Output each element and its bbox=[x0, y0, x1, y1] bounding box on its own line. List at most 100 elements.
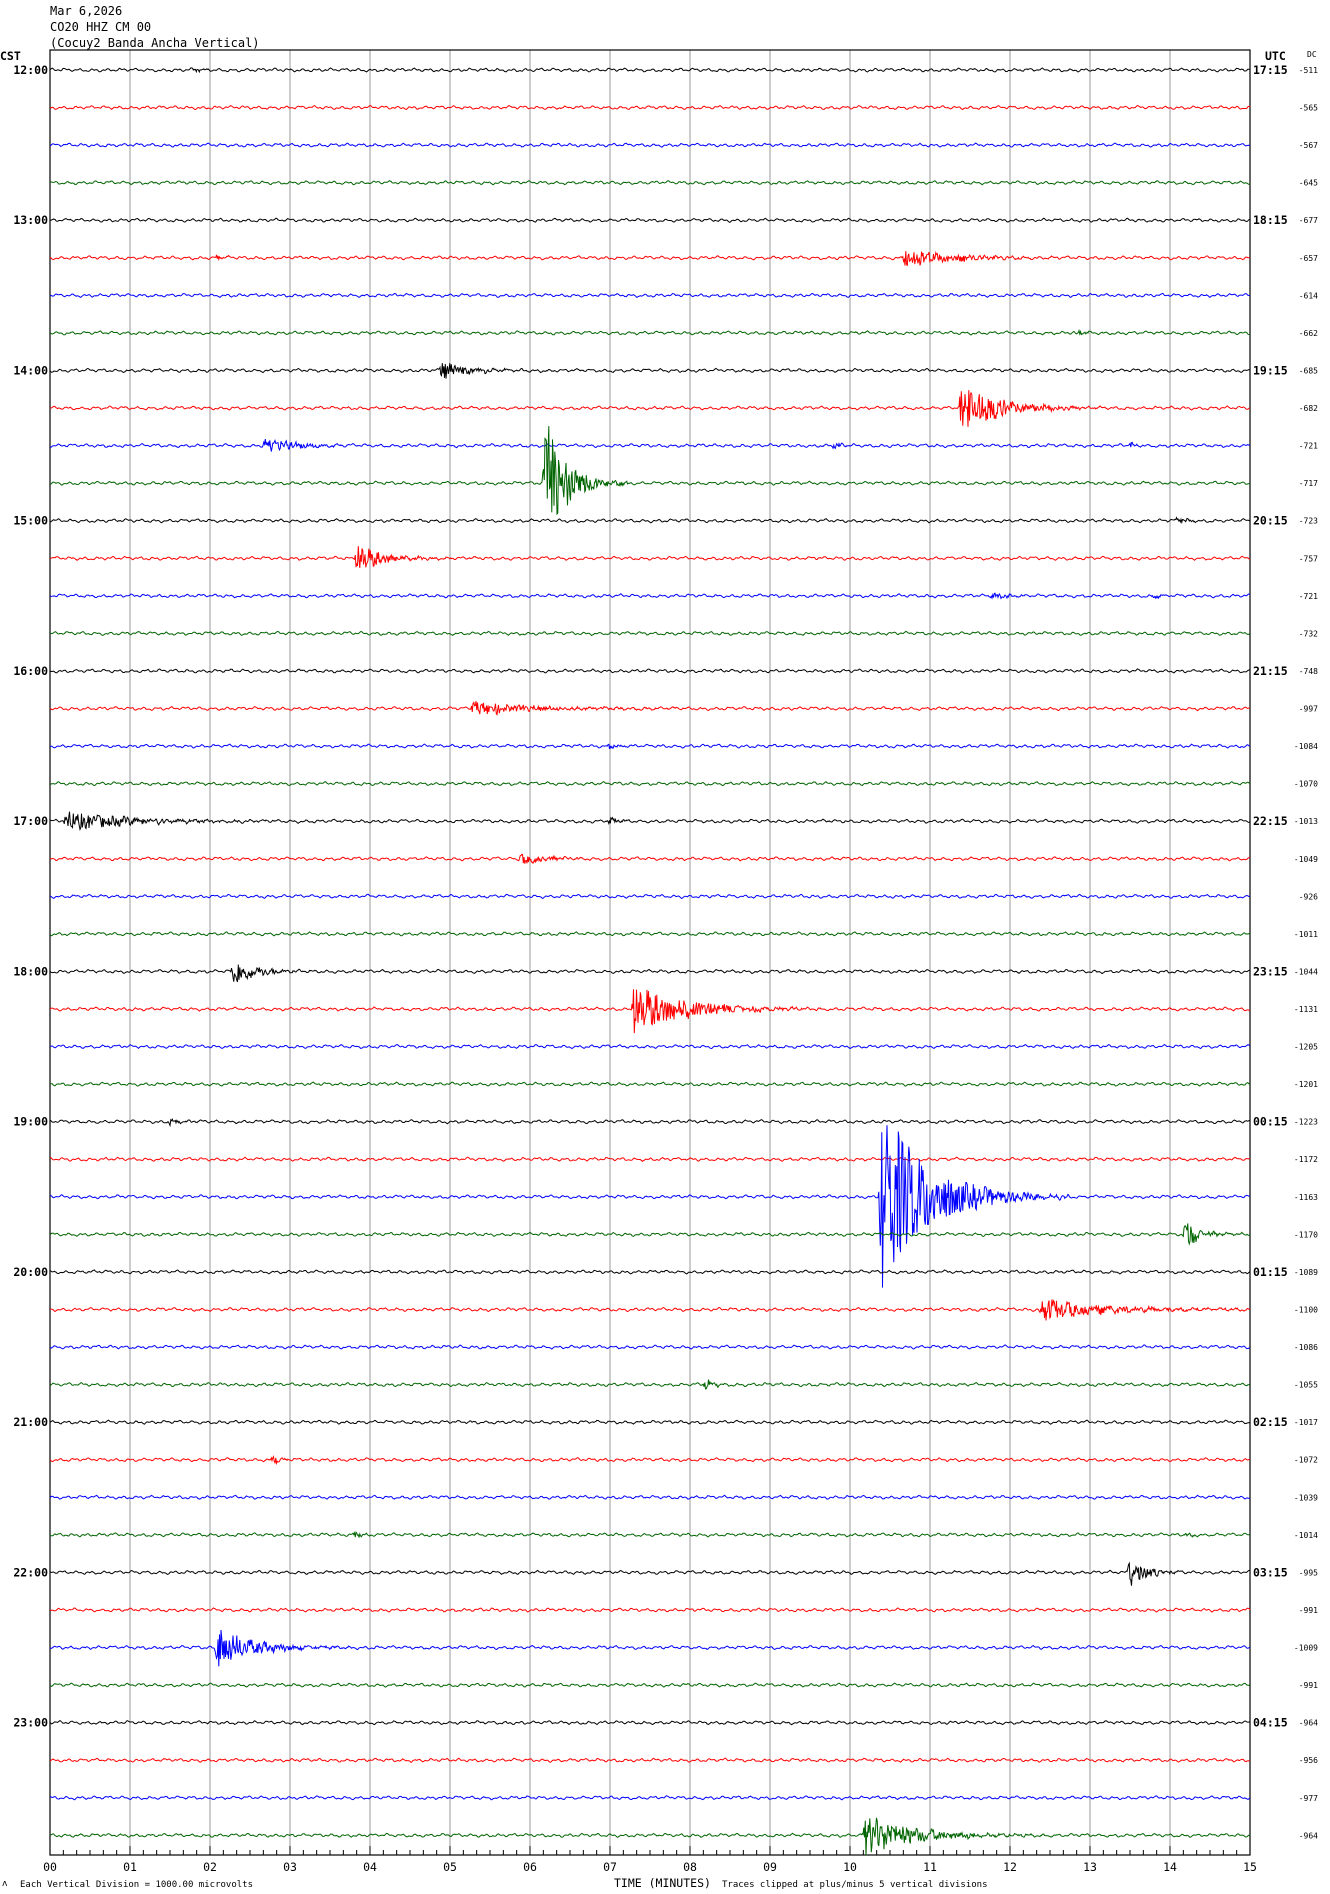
x-tick-label: 03 bbox=[283, 1860, 297, 1874]
x-tick-label: 10 bbox=[843, 1860, 857, 1874]
trace-line bbox=[49, 1629, 1251, 1667]
right-hour-label: 02:15 bbox=[1253, 1415, 1288, 1429]
dc-offset-label: -1172 bbox=[1294, 1155, 1318, 1164]
dc-offset-label: -1223 bbox=[1294, 1118, 1318, 1127]
x-tick-label: 05 bbox=[443, 1860, 457, 1874]
x-tick-label: 09 bbox=[763, 1860, 777, 1874]
dc-offset-label: -685 bbox=[1299, 366, 1318, 375]
trace-line bbox=[49, 853, 1250, 865]
dc-offset-label: -956 bbox=[1299, 1756, 1318, 1765]
dc-offset-label: -677 bbox=[1299, 216, 1318, 225]
trace-line bbox=[50, 390, 1251, 427]
dc-offset-label: -977 bbox=[1299, 1794, 1318, 1803]
trace-line bbox=[49, 1720, 1251, 1726]
dc-offset-label: -1039 bbox=[1294, 1493, 1318, 1502]
left-hour-label: 14:00 bbox=[13, 363, 48, 377]
trace-line bbox=[49, 931, 1251, 937]
left-hour-label: 15:00 bbox=[13, 514, 48, 528]
dc-offset-label: -567 bbox=[1299, 141, 1318, 150]
dc-column-label: DC bbox=[1307, 50, 1317, 59]
trace-line bbox=[49, 1682, 1251, 1688]
right-hour-label: 03:15 bbox=[1253, 1565, 1288, 1579]
dc-offset-label: -748 bbox=[1299, 667, 1318, 676]
trace-line bbox=[49, 1607, 1251, 1613]
dc-offset-label: -991 bbox=[1299, 1606, 1318, 1615]
trace-line bbox=[49, 1494, 1251, 1500]
right-hour-label: 19:15 bbox=[1253, 363, 1288, 377]
x-tick-label: 12 bbox=[1003, 1860, 1017, 1874]
right-hour-label: 00:15 bbox=[1253, 1115, 1288, 1129]
left-hour-label: 19:00 bbox=[13, 1115, 48, 1129]
dc-offset-label: -964 bbox=[1299, 1719, 1318, 1728]
trace-line bbox=[49, 1379, 1251, 1390]
left-hour-label: 16:00 bbox=[13, 664, 48, 678]
header-location: (Cocuy2 Banda Ancha Vertical) bbox=[50, 36, 260, 50]
trace-line bbox=[49, 1223, 1251, 1246]
dc-offset-label: -1086 bbox=[1294, 1343, 1318, 1352]
x-tick-label: 15 bbox=[1243, 1860, 1257, 1874]
trace-line bbox=[49, 250, 1251, 267]
right-hour-label: 01:15 bbox=[1253, 1265, 1288, 1279]
right-timezone-label: UTC bbox=[1265, 49, 1286, 63]
right-hour-label: 21:15 bbox=[1253, 664, 1288, 678]
dc-offset-label: -1201 bbox=[1294, 1080, 1318, 1089]
left-hour-label: 12:00 bbox=[13, 63, 48, 77]
trace-line bbox=[49, 701, 1250, 716]
dc-offset-label: -926 bbox=[1299, 892, 1318, 901]
trace-line bbox=[49, 1561, 1251, 1586]
dc-offset-label: -723 bbox=[1299, 517, 1318, 526]
trace-line bbox=[49, 668, 1251, 674]
dc-offset-label: -1013 bbox=[1294, 817, 1318, 826]
left-hour-label: 20:00 bbox=[13, 1265, 48, 1279]
dc-offset-label: -1100 bbox=[1294, 1305, 1318, 1314]
x-axis-title: TIME (MINUTES) bbox=[614, 1876, 711, 1890]
right-hour-label: 04:15 bbox=[1253, 1716, 1288, 1730]
trace-line bbox=[49, 811, 1251, 831]
left-hour-label: 23:00 bbox=[13, 1716, 48, 1730]
dc-offset-label: -1049 bbox=[1294, 855, 1318, 864]
dc-offset-label: -662 bbox=[1299, 329, 1318, 338]
left-hour-label: 21:00 bbox=[13, 1415, 48, 1429]
right-hour-label: 23:15 bbox=[1253, 964, 1288, 978]
x-tick-label: 06 bbox=[523, 1860, 537, 1874]
dc-offset-label: -1072 bbox=[1294, 1456, 1318, 1465]
trace-line bbox=[49, 1156, 1251, 1162]
trace-line bbox=[49, 292, 1251, 298]
dc-offset-label: -1044 bbox=[1294, 967, 1318, 976]
left-hour-label: 22:00 bbox=[13, 1565, 48, 1579]
dc-offset-label: -1009 bbox=[1294, 1644, 1318, 1653]
corner-mark: ʌ bbox=[2, 1879, 8, 1889]
trace-line bbox=[49, 1299, 1251, 1321]
x-tick-label: 13 bbox=[1083, 1860, 1097, 1874]
dc-offset-label: -1163 bbox=[1294, 1193, 1318, 1202]
x-tick-label: 14 bbox=[1163, 1860, 1177, 1874]
right-hour-label: 22:15 bbox=[1253, 814, 1288, 828]
dc-offset-label: -511 bbox=[1299, 66, 1318, 75]
x-tick-label: 07 bbox=[603, 1860, 617, 1874]
trace-line bbox=[49, 516, 1251, 525]
dc-offset-label: -757 bbox=[1299, 554, 1318, 563]
trace-line bbox=[49, 989, 1251, 1034]
clip-note: Traces clipped at plus/minus 5 vertical … bbox=[722, 1880, 988, 1890]
trace-line bbox=[49, 1117, 1251, 1128]
trace-line bbox=[49, 964, 1250, 983]
trace-line bbox=[49, 142, 1251, 148]
right-hour-label: 17:15 bbox=[1253, 63, 1288, 77]
trace-line bbox=[49, 363, 1251, 379]
trace-line bbox=[49, 743, 1250, 750]
trace-line bbox=[49, 1817, 1251, 1856]
dc-offset-label: -682 bbox=[1299, 404, 1318, 413]
header-date: Mar 6,2026 bbox=[50, 4, 123, 18]
dc-offset-label: -1170 bbox=[1294, 1230, 1318, 1239]
header-station: CO20 HHZ CM 00 bbox=[50, 20, 152, 34]
trace-line bbox=[49, 1757, 1250, 1763]
dc-offset-label: -657 bbox=[1299, 254, 1318, 263]
trace-line bbox=[49, 1081, 1250, 1087]
dc-offset-label: -1084 bbox=[1294, 742, 1318, 751]
trace-line bbox=[49, 1344, 1251, 1350]
dc-offset-label: -721 bbox=[1299, 442, 1318, 451]
dc-offset-label: -991 bbox=[1299, 1681, 1318, 1690]
dc-offset-label: -717 bbox=[1299, 479, 1318, 488]
trace-line bbox=[49, 1455, 1251, 1466]
